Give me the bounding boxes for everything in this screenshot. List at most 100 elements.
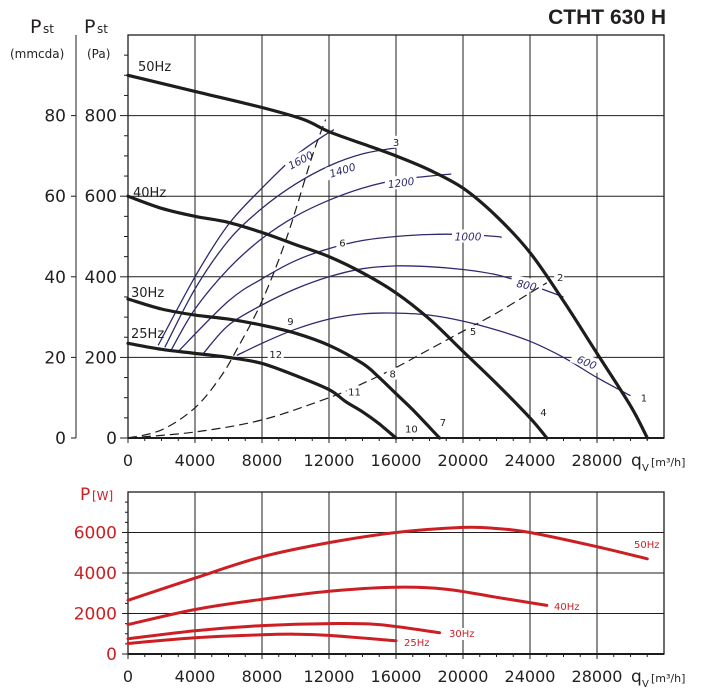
top-axis-ticks: 0 4000 8000 12000 16000 20000 24000 28000020040…: [44, 35, 664, 470]
point-label-bg: [403, 422, 420, 435]
top-x-tick-label: 20000: [438, 451, 489, 470]
power-curve-label-50Hz: 50Hz: [634, 540, 660, 551]
top-y-label-pa-unit: (Pa): [87, 47, 110, 61]
point-label-bg: [390, 135, 400, 148]
rpm-label-800: 800: [515, 278, 537, 294]
bottom-axis-ticks: 0 4000 8000 12000 16000 20000 24000 28000 0 2000 4…: [74, 501, 664, 686]
point-label-bg: [386, 367, 397, 380]
rpm-label-bg: [452, 229, 485, 243]
power-label-bg: [631, 539, 661, 551]
rpm-label-bg: [325, 158, 360, 181]
top-y-tick-label-pa: 800: [85, 107, 117, 127]
pressure-curve-label-30Hz: 30Hz: [131, 286, 164, 301]
point-label-2: 2: [557, 273, 563, 284]
rpm-label-1000: 1000: [455, 232, 482, 244]
bottom-y-tick-label: 4000: [74, 564, 117, 584]
bottom-x-tick-label: 0: [123, 667, 133, 686]
top-x-tick-label: 16000: [371, 451, 422, 470]
rpm-label-bg: [569, 349, 605, 374]
system-curves: [127, 119, 548, 439]
pressure-curves: 50Hz 40Hz 30Hz 25Hz: [126, 60, 649, 440]
top-x-tick-label: 28000: [572, 451, 623, 470]
rpm-curve-1000: [177, 233, 502, 352]
point-label-8: 8: [389, 370, 395, 381]
bottom-y-tick-label: 2000: [74, 605, 117, 625]
bottom-x-tick-label: 12000: [304, 667, 355, 686]
power-curve-label-25Hz: 25Hz: [404, 638, 430, 649]
bottom-y-label-unit: [W]: [92, 489, 113, 503]
power-curves: 50Hz 40Hz 30Hz 25Hz: [126, 525, 661, 649]
point-label-3: 3: [393, 138, 399, 149]
top-y-tick-label-pa: 0: [106, 429, 117, 449]
bottom-y-label: P [W]: [80, 485, 113, 505]
rpm-curve-1200: [171, 173, 452, 350]
top-x-tick-label: 12000: [304, 451, 355, 470]
top-y-label-mmcda: P st (mmcda): [10, 16, 64, 61]
power-curve-30Hz: [126, 621, 442, 641]
top-x-tick-label: 0: [123, 451, 133, 470]
rpm-curve-1600: [157, 129, 335, 346]
point-label-bg: [436, 415, 447, 428]
rpm-label-bg: [384, 173, 418, 191]
power-curve-50Hz: [126, 525, 649, 602]
bottom-x-label-sub: V: [642, 679, 649, 690]
power-curve-40Hz: [126, 585, 549, 627]
top-y-tick-label-mmcda: 0: [55, 429, 66, 449]
power-curve-label-40Hz: 40Hz: [554, 602, 580, 613]
point-label-bg: [284, 315, 295, 328]
point-label-9: 9: [287, 317, 293, 328]
system-curve-steep: [127, 119, 327, 439]
bottom-x-label-symbol: q: [631, 667, 642, 687]
bottom-x-tick-label: 8000: [242, 667, 283, 686]
bottom-x-label-unit: [m³/h]: [651, 672, 685, 685]
point-label-bg: [346, 385, 363, 398]
top-y-tick-label-mmcda: 40: [44, 268, 66, 288]
pressure-curve-25Hz: [126, 341, 398, 440]
point-label-bg: [467, 325, 478, 338]
point-label-bg: [267, 348, 284, 361]
top-x-label-sub: V: [642, 463, 649, 474]
top-y-tick-label-mmcda: 20: [44, 348, 66, 368]
top-y-label-mmcda-symbol: P: [30, 16, 41, 38]
point-label-4: 4: [540, 408, 546, 419]
top-x-tick-label: 8000: [242, 451, 283, 470]
top-x-tick-label: 4000: [175, 451, 216, 470]
point-label-6: 6: [339, 239, 345, 250]
point-label-5: 5: [470, 327, 476, 338]
point-label-10: 10: [405, 425, 418, 436]
power-curve-label-30Hz: 30Hz: [449, 629, 475, 640]
bottom-x-tick-label: 16000: [371, 667, 422, 686]
bottom-x-tick-label: 28000: [572, 667, 623, 686]
system-curve-shallow: [127, 282, 548, 439]
pressure-curve-label-40Hz: 40Hz: [133, 186, 166, 201]
bottom-x-tick-label: 4000: [175, 667, 216, 686]
point-label-1: 1: [641, 394, 647, 405]
pressure-curve-40Hz: [126, 194, 549, 440]
rpm-label-1200: 1200: [387, 176, 415, 192]
pressure-curve-label-25Hz: 25Hz: [131, 327, 164, 342]
power-label-bg: [401, 637, 431, 649]
chart-title: CTHT 630 H: [548, 6, 666, 29]
bottom-x-tick-label: 20000: [438, 667, 489, 686]
pressure-curve-label-50Hz: 50Hz: [138, 60, 171, 75]
point-label-bg: [336, 236, 347, 249]
rpm-label-bg: [283, 146, 318, 173]
rpm-curve-800: [202, 265, 564, 354]
point-label-bg: [537, 405, 548, 418]
top-y-tick-label-mmcda: 60: [44, 187, 66, 207]
top-x-label-symbol: q: [631, 451, 642, 471]
top-y-label-mmcda-sub: st: [43, 22, 54, 36]
pressure-curve-50Hz: [126, 73, 649, 440]
top-y-tick-label-pa: 600: [85, 187, 117, 207]
point-label-7: 7: [440, 418, 446, 429]
point-label-bg: [554, 270, 565, 283]
power-label-bg: [446, 628, 476, 640]
top-x-label: q V [m³/h]: [631, 451, 685, 474]
bottom-y-tick-label: 0: [106, 645, 117, 665]
bottom-y-tick-label: 6000: [74, 524, 117, 544]
top-y-label-pa-symbol: P: [84, 16, 95, 38]
point-label-12: 12: [269, 350, 282, 361]
